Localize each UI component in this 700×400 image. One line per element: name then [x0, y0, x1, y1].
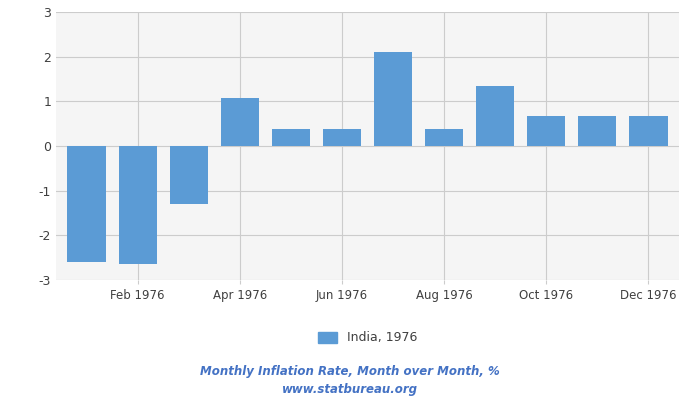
Bar: [323, 130, 361, 146]
Bar: [272, 130, 310, 146]
Text: www.statbureau.org: www.statbureau.org: [282, 384, 418, 396]
Bar: [629, 116, 668, 146]
Bar: [476, 86, 514, 146]
Bar: [118, 146, 157, 264]
Bar: [169, 146, 208, 204]
Bar: [220, 98, 259, 146]
Bar: [527, 116, 566, 146]
Legend: India, 1976: India, 1976: [313, 326, 422, 350]
Bar: [578, 116, 617, 146]
Bar: [374, 52, 412, 146]
Text: Monthly Inflation Rate, Month over Month, %: Monthly Inflation Rate, Month over Month…: [200, 366, 500, 378]
Bar: [425, 130, 463, 146]
Bar: [67, 146, 106, 262]
